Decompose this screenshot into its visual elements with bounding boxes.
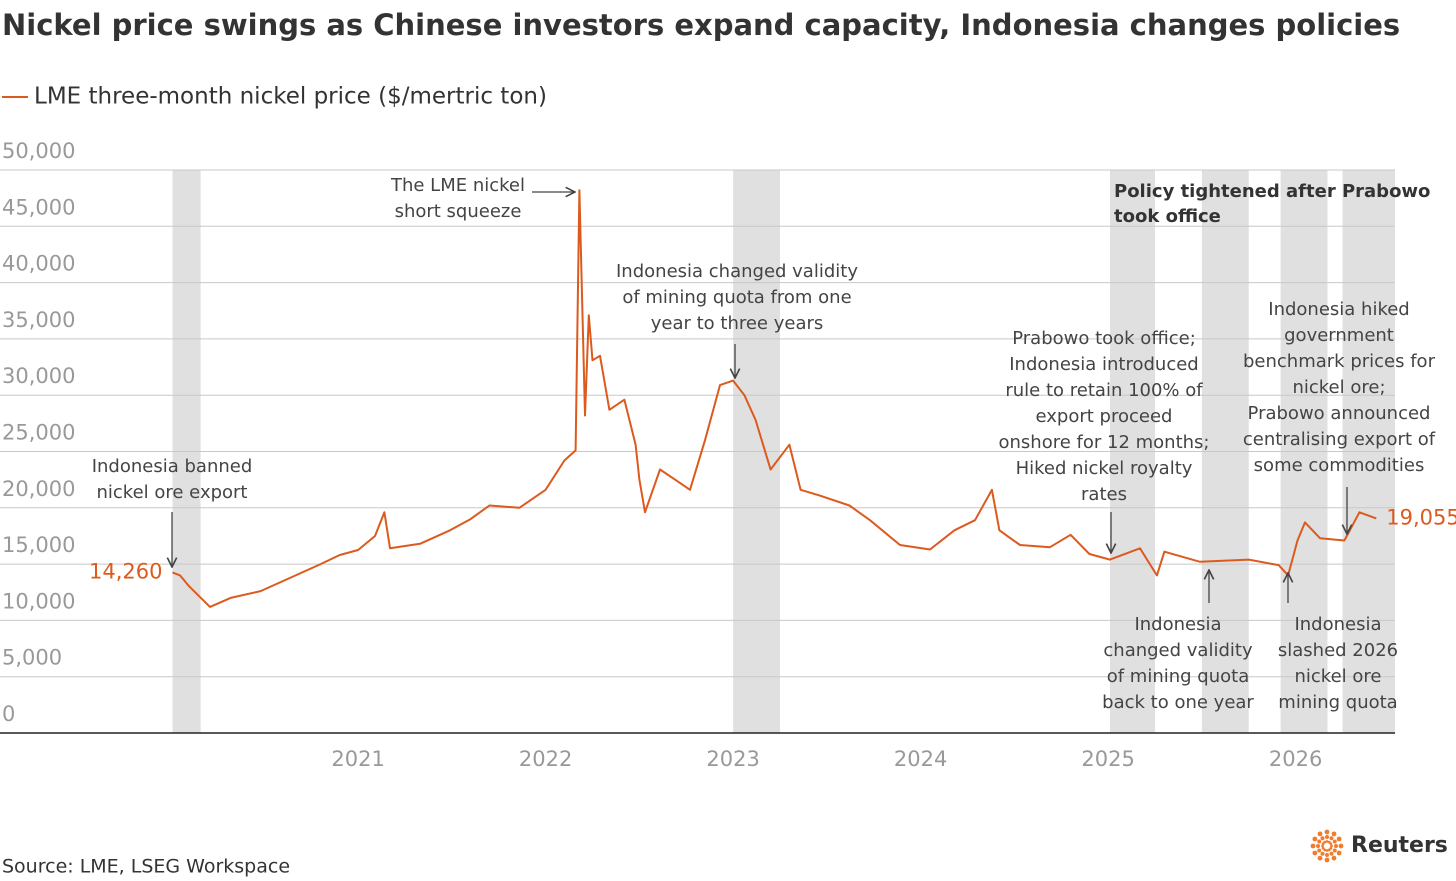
annotation: Indonesia introduced xyxy=(1009,354,1198,375)
logo-dot xyxy=(1334,844,1338,848)
annotation: onshore for 12 months; xyxy=(999,432,1210,453)
annotation: Indonesia xyxy=(1294,614,1381,635)
annotation: of mining quota from one xyxy=(622,287,851,308)
annotation: back to one year xyxy=(1102,692,1254,713)
annotation: Indonesia xyxy=(1134,614,1221,635)
y-tick-label: 50,000 xyxy=(2,139,75,163)
logo-dot xyxy=(1317,839,1322,844)
annotation: nickel ore; xyxy=(1292,377,1385,398)
annotation: export proceed xyxy=(1036,406,1173,427)
logo-dot xyxy=(1324,857,1330,863)
logo-dot xyxy=(1325,835,1329,839)
logo-dot xyxy=(1321,846,1325,850)
logo-dot xyxy=(1338,843,1344,849)
annotation: nickel ore xyxy=(1295,666,1382,687)
annotation: government xyxy=(1284,325,1394,346)
annotation: of mining quota xyxy=(1107,666,1250,687)
logo-dot xyxy=(1310,843,1316,849)
y-tick-label: 40,000 xyxy=(2,252,75,276)
x-tick-label: 2026 xyxy=(1269,747,1322,771)
y-tick-label: 25,000 xyxy=(2,421,75,445)
annotation: Prabowo announced xyxy=(1248,403,1431,424)
logo-dot xyxy=(1329,842,1333,846)
y-tick-label: 15,000 xyxy=(2,533,75,557)
annotation: Indonesia changed validity xyxy=(616,261,858,282)
annotation: Prabowo took office; xyxy=(1012,328,1196,349)
logo-dot xyxy=(1321,844,1324,848)
logo-dot xyxy=(1317,848,1322,853)
y-tick-label: 5,000 xyxy=(2,646,62,670)
logo-dot xyxy=(1323,840,1327,844)
value-label: 14,260 xyxy=(89,559,162,583)
logo-dot xyxy=(1317,855,1323,861)
annotation: nickel ore export xyxy=(96,482,247,503)
logo-dot xyxy=(1336,836,1342,842)
annotation: some commodities xyxy=(1254,455,1425,476)
chart-title: Nickel price swings as Chinese investors… xyxy=(2,8,1400,42)
annotation: Indonesia hiked xyxy=(1268,299,1409,320)
annotation: rates xyxy=(1081,484,1127,505)
annotation: Policy tightened after Prabowo xyxy=(1114,181,1430,202)
logo-dot xyxy=(1320,851,1325,856)
y-tick-label: 35,000 xyxy=(2,308,75,332)
x-tick-label: 2024 xyxy=(894,747,947,771)
x-tick-label: 2025 xyxy=(1081,747,1134,771)
logo-dot xyxy=(1320,836,1325,841)
logo-dot xyxy=(1316,844,1320,848)
annotation: Indonesia banned xyxy=(92,456,253,477)
logo-dot xyxy=(1332,848,1337,853)
annotation: short squeeze xyxy=(395,201,522,222)
logo-dot xyxy=(1327,848,1331,852)
y-tick-label: 20,000 xyxy=(2,477,75,501)
logo-dot xyxy=(1331,831,1337,837)
y-tick-label: 10,000 xyxy=(2,589,75,613)
x-tick-label: 2021 xyxy=(331,747,384,771)
logo-dot xyxy=(1329,836,1334,841)
annotation: slashed 2026 xyxy=(1278,640,1398,661)
annotation: benchmark prices for xyxy=(1243,351,1436,372)
x-tick-label: 2023 xyxy=(706,747,759,771)
y-tick-label: 0 xyxy=(2,702,15,726)
price-line xyxy=(172,189,1377,608)
annotation: The LME nickel xyxy=(390,175,525,196)
x-tick-label: 2022 xyxy=(519,747,572,771)
logo-dot xyxy=(1325,853,1329,857)
annotation: year to three years xyxy=(651,313,824,334)
logo-dot xyxy=(1325,840,1329,843)
annotation: changed validity xyxy=(1103,640,1253,661)
y-tick-label: 45,000 xyxy=(2,195,75,219)
logo-dot xyxy=(1330,844,1333,848)
logo-dot xyxy=(1331,855,1337,861)
brand: Reuters xyxy=(1351,833,1448,858)
logo-dot xyxy=(1324,829,1330,835)
logo-dot xyxy=(1312,836,1318,842)
annotation: rule to retain 100% of xyxy=(1005,380,1203,401)
logo-dot xyxy=(1325,849,1329,852)
logo-dot xyxy=(1329,851,1334,856)
annotation: took office xyxy=(1114,206,1221,227)
annotation: mining quota xyxy=(1278,692,1397,713)
legend-label: LME three-month nickel price ($/mertric … xyxy=(34,84,547,110)
logo-dot xyxy=(1317,831,1323,837)
y-tick-label: 30,000 xyxy=(2,364,75,388)
value-label: 19,055 xyxy=(1386,505,1456,529)
annotation: centralising export of xyxy=(1243,429,1436,450)
source: Source: LME, LSEG Workspace xyxy=(2,856,290,878)
brand-logo xyxy=(1310,829,1344,863)
logo-dot xyxy=(1332,839,1337,844)
annotation: Hiked nickel royalty xyxy=(1016,458,1193,479)
logo-dot xyxy=(1312,850,1318,856)
logo-dot xyxy=(1336,850,1342,856)
